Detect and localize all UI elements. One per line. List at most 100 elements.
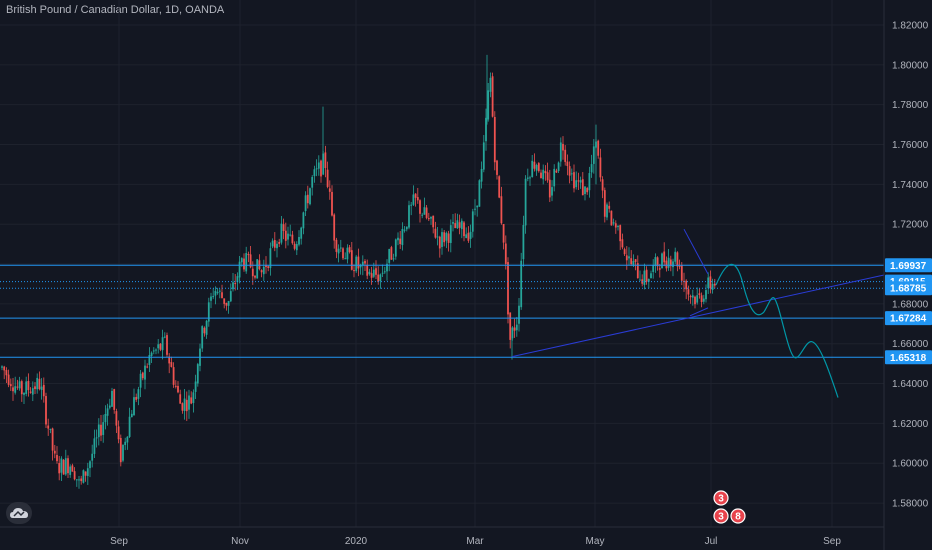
x-tick-label: Sep: [110, 536, 128, 547]
x-tick-label: Nov: [231, 536, 249, 547]
candle-body: [7, 374, 10, 385]
candle-body: [432, 215, 435, 228]
candle-body: [135, 397, 138, 400]
chart-grid: [0, 0, 884, 527]
candle-body: [163, 336, 166, 338]
candle-body: [592, 146, 595, 164]
triangle-lower-line[interactable]: [689, 307, 709, 317]
candle-body: [188, 395, 190, 410]
candle-body: [669, 259, 672, 267]
projection-path[interactable]: [715, 263, 839, 398]
candle-body: [551, 187, 553, 196]
candle-body: [674, 251, 677, 262]
y-tick-label: 1.78000: [892, 100, 929, 111]
candle-body: [581, 179, 584, 196]
candle-body: [491, 76, 494, 117]
candle-body: [144, 365, 146, 380]
candle-body: [137, 389, 140, 399]
triangle-upper-line[interactable]: [683, 228, 709, 275]
candle-body: [179, 394, 182, 404]
candle-body: [403, 229, 406, 231]
candle-body: [667, 257, 670, 268]
candle-body: [210, 296, 212, 301]
candle-body: [634, 259, 637, 262]
candle-body: [711, 283, 714, 290]
candle-body: [280, 223, 283, 243]
candle-body: [632, 261, 635, 266]
candle-body: [498, 176, 501, 198]
candle-body: [25, 381, 28, 394]
candle-body: [106, 408, 109, 416]
candle-body: [471, 211, 474, 232]
price-badge-label: 1.65318: [890, 353, 927, 364]
candle-body: [227, 301, 230, 306]
candle-body: [300, 227, 303, 239]
candle-body: [9, 384, 12, 387]
candle-body: [161, 337, 164, 351]
candle-body: [643, 270, 646, 285]
candle-body: [650, 273, 652, 279]
candle-body: [691, 295, 694, 298]
candle-body: [119, 437, 122, 463]
candle-body: [456, 220, 459, 229]
candle-body: [645, 269, 648, 282]
candle-body: [181, 403, 184, 411]
price-axis[interactable]: 1.82000 1.80000 1.78000 1.76000 1.74000 1.720…: [883, 0, 932, 550]
candle-body: [610, 210, 613, 226]
candle-body: [535, 165, 538, 171]
candle-body: [621, 239, 624, 248]
support-trendline[interactable]: [511, 274, 885, 358]
candle-body: [27, 380, 30, 391]
candle-body: [656, 257, 659, 267]
y-tick-label: 1.80000: [892, 60, 929, 71]
candle-body: [606, 204, 608, 218]
earnings-event-icon[interactable]: 3: [713, 490, 729, 506]
candle-body: [427, 218, 430, 220]
candle-body: [617, 225, 619, 228]
candle-body: [487, 90, 490, 120]
candle-body: [405, 226, 408, 230]
candle-body: [45, 396, 47, 425]
candle-body: [489, 77, 492, 92]
candle-body: [359, 264, 362, 268]
candle-body: [67, 458, 69, 474]
candle-body: [370, 273, 373, 278]
candle-body: [287, 233, 289, 240]
price-badge: [885, 350, 932, 365]
candle-body: [128, 416, 131, 437]
candle-body: [702, 298, 705, 302]
candle-body: [293, 243, 296, 249]
candle-body: [159, 343, 162, 350]
candle-body: [348, 247, 351, 253]
candle-body: [399, 238, 402, 245]
candle-body: [531, 160, 534, 178]
candle-body: [289, 234, 292, 236]
candle-body: [379, 274, 382, 282]
candle-body: [93, 438, 96, 454]
time-axis[interactable]: Sep Nov 2020 Mar May Jul Sep: [0, 526, 884, 547]
candle-body: [97, 424, 100, 438]
y-tick-label: 1.68000: [892, 299, 929, 310]
event-count: 8: [735, 512, 741, 523]
candle-body: [38, 378, 41, 390]
candle-body: [353, 270, 355, 272]
tradingview-cloud-icon[interactable]: [6, 502, 32, 524]
earnings-event-icon[interactable]: 8: [730, 508, 746, 524]
candle-body: [493, 116, 496, 163]
candle-body: [430, 217, 432, 219]
earnings-event-icon[interactable]: 3: [713, 508, 729, 524]
candle-body: [555, 170, 558, 173]
candle-body: [476, 205, 479, 208]
candle-body: [203, 327, 206, 334]
candle-body: [95, 437, 98, 439]
candle-body: [146, 366, 149, 368]
event-markers[interactable]: 3 3 8: [713, 490, 746, 524]
candle-body: [311, 176, 314, 188]
candle-body: [463, 222, 465, 237]
candle-body: [553, 168, 556, 187]
candle-body: [700, 295, 703, 303]
candle-body: [678, 265, 681, 267]
y-tick-label: 1.60000: [892, 459, 929, 470]
candle-body: [324, 152, 327, 169]
